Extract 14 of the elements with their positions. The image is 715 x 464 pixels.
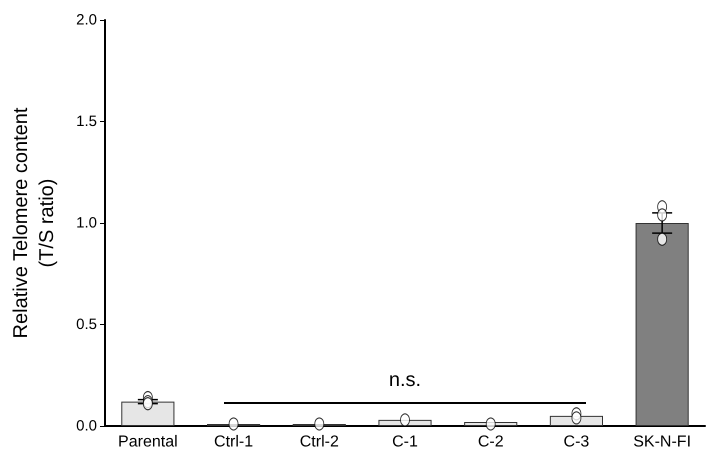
x-tick-label: SK-N-FI xyxy=(633,434,692,450)
x-tick-label: Ctrl-2 xyxy=(300,434,339,450)
y-tick-label: 0.0 xyxy=(76,418,97,434)
x-tick-label: Ctrl-1 xyxy=(214,434,254,450)
y-tick-label: 1.5 xyxy=(76,113,97,130)
y-tick-label: 1.0 xyxy=(76,214,97,232)
annotation: n.s. xyxy=(388,368,422,392)
y-tick-label: 2.0 xyxy=(76,12,97,28)
x-tick-label: C-3 xyxy=(564,434,590,450)
x-tick-label: Parental xyxy=(118,434,178,450)
y-axis-title: Relative Telomere content (T/S ratio) xyxy=(10,107,58,338)
x-tick-label: C-1 xyxy=(392,434,418,450)
x-tick-label: C-2 xyxy=(478,434,504,450)
y-tick-label: 0.5 xyxy=(76,316,97,333)
